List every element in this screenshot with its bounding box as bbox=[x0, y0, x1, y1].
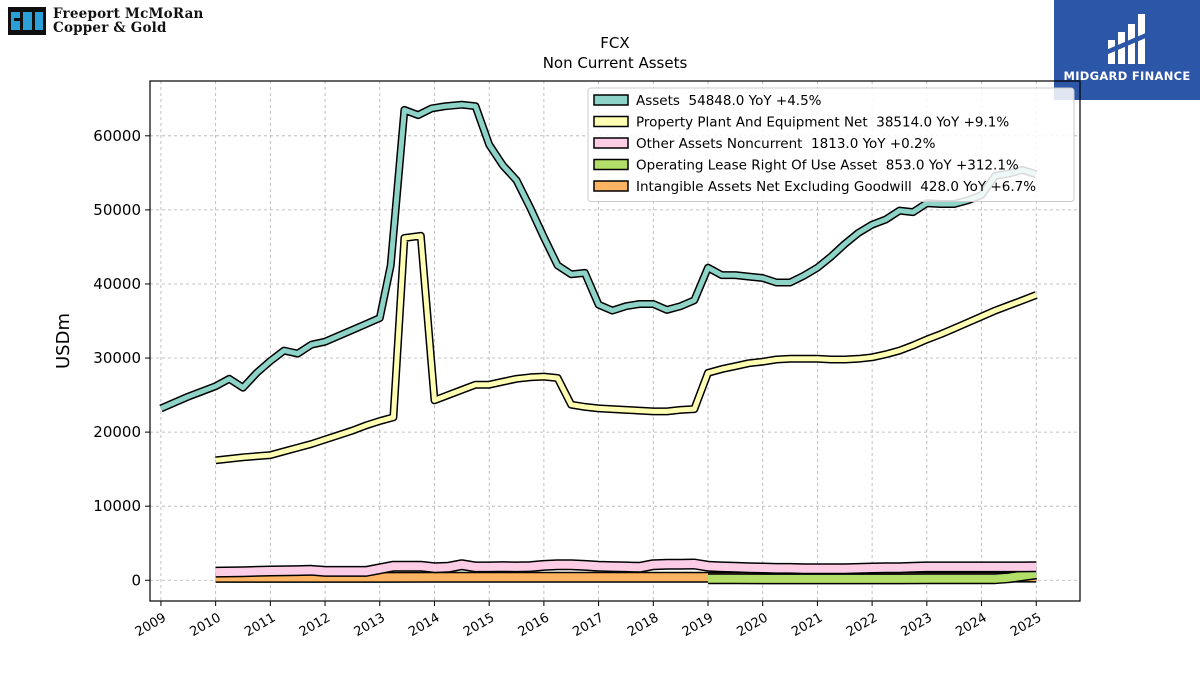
x-tick-label: 2013 bbox=[352, 610, 388, 640]
x-tick-label: 2024 bbox=[953, 610, 989, 640]
series-layer bbox=[159, 100, 1038, 585]
x-tick-label: 2021 bbox=[789, 610, 825, 640]
legend: Assets 54848.0 YoY +4.5% Property Plant A… bbox=[587, 87, 1075, 202]
x-tick-label: 2022 bbox=[844, 610, 880, 640]
legend-item: Intangible Assets Net Excluding Goodwill… bbox=[593, 179, 1036, 195]
legend-item: Operating Lease Right Of Use Asset 853.0… bbox=[593, 158, 1019, 174]
series-line bbox=[708, 569, 1037, 583]
legend-label: Assets 54848.0 YoY +4.5% bbox=[636, 93, 822, 109]
legend-label: Property Plant And Equipment Net 38514.0… bbox=[636, 115, 1009, 131]
x-tick-label: 2011 bbox=[242, 610, 278, 640]
x-tick-label: 2009 bbox=[133, 610, 169, 640]
y-tick-label: 30000 bbox=[93, 349, 141, 367]
y-tick-label: 40000 bbox=[93, 275, 141, 293]
freeport-logo-text: Freeport McMoRan Copper & Gold bbox=[53, 7, 204, 35]
x-tick-label: 2014 bbox=[406, 610, 442, 640]
x-tick-label: 2017 bbox=[570, 610, 606, 640]
freeport-mcmoran-logo: Freeport McMoRan Copper & Gold bbox=[8, 7, 218, 37]
midgard-brand-text: MIDGARD FINANCE bbox=[1063, 69, 1191, 83]
legend-item: Property Plant And Equipment Net 38514.0… bbox=[593, 115, 1009, 131]
x-tick-label: 2010 bbox=[187, 610, 223, 640]
legend-swatch bbox=[593, 137, 629, 149]
x-tick-label: 2023 bbox=[899, 610, 935, 640]
midgard-finance-logo: MIDGARD FINANCE bbox=[1054, 0, 1200, 100]
legend-box bbox=[587, 87, 1075, 202]
series-operating-lease-right-of-use-asset bbox=[708, 568, 1037, 585]
x-tick-label: 2020 bbox=[735, 610, 771, 640]
legend-label: Operating Lease Right Of Use Asset 853.0… bbox=[636, 158, 1019, 174]
y-tick-label: 20000 bbox=[93, 423, 141, 441]
plot-frame bbox=[149, 80, 1081, 602]
x-tick-label: 2015 bbox=[461, 610, 497, 640]
series-line bbox=[215, 233, 1038, 463]
chart-title: FCX bbox=[600, 34, 629, 52]
y-axis-label: USDm bbox=[53, 313, 74, 369]
legend-label: Other Assets Noncurrent 1813.0 YoY +0.2% bbox=[636, 136, 936, 152]
x-tick-label: 2025 bbox=[1008, 610, 1044, 640]
x-tick-label: 2012 bbox=[297, 610, 333, 640]
x-tick-label: 2018 bbox=[625, 610, 661, 640]
legend-label: Intangible Assets Net Excluding Goodwill… bbox=[636, 179, 1036, 195]
series-line bbox=[159, 102, 1037, 411]
legend-swatch bbox=[593, 158, 629, 171]
x-tick-label: 2019 bbox=[680, 610, 716, 640]
legend-swatch bbox=[593, 115, 629, 128]
y-tick-label: 0 bbox=[131, 571, 141, 589]
chart-subtitle: Non Current Assets bbox=[543, 54, 688, 72]
logo-line-2: Copper & Gold bbox=[53, 20, 167, 36]
y-tick-label: 10000 bbox=[93, 497, 141, 515]
legend-swatch bbox=[593, 180, 629, 192]
y-tick-label: 60000 bbox=[93, 127, 141, 145]
fcx-logo-mark-icon bbox=[8, 7, 46, 35]
series-assets bbox=[159, 100, 1038, 413]
x-tick-label: 2016 bbox=[516, 610, 552, 640]
midgard-emblem-icon bbox=[1106, 14, 1148, 64]
legend-item: Other Assets Noncurrent 1813.0 YoY +0.2% bbox=[593, 136, 936, 152]
legend-item: Assets 54848.0 YoY +4.5% bbox=[593, 93, 822, 109]
logo-line-1: Freeport McMoRan bbox=[53, 6, 204, 22]
y-tick-label: 50000 bbox=[93, 201, 141, 219]
series-property-plant-and-equipment-net bbox=[215, 231, 1038, 465]
series-other-assets-noncurrent bbox=[215, 558, 1037, 578]
series-line bbox=[215, 560, 1037, 577]
legend-swatch bbox=[593, 94, 629, 106]
